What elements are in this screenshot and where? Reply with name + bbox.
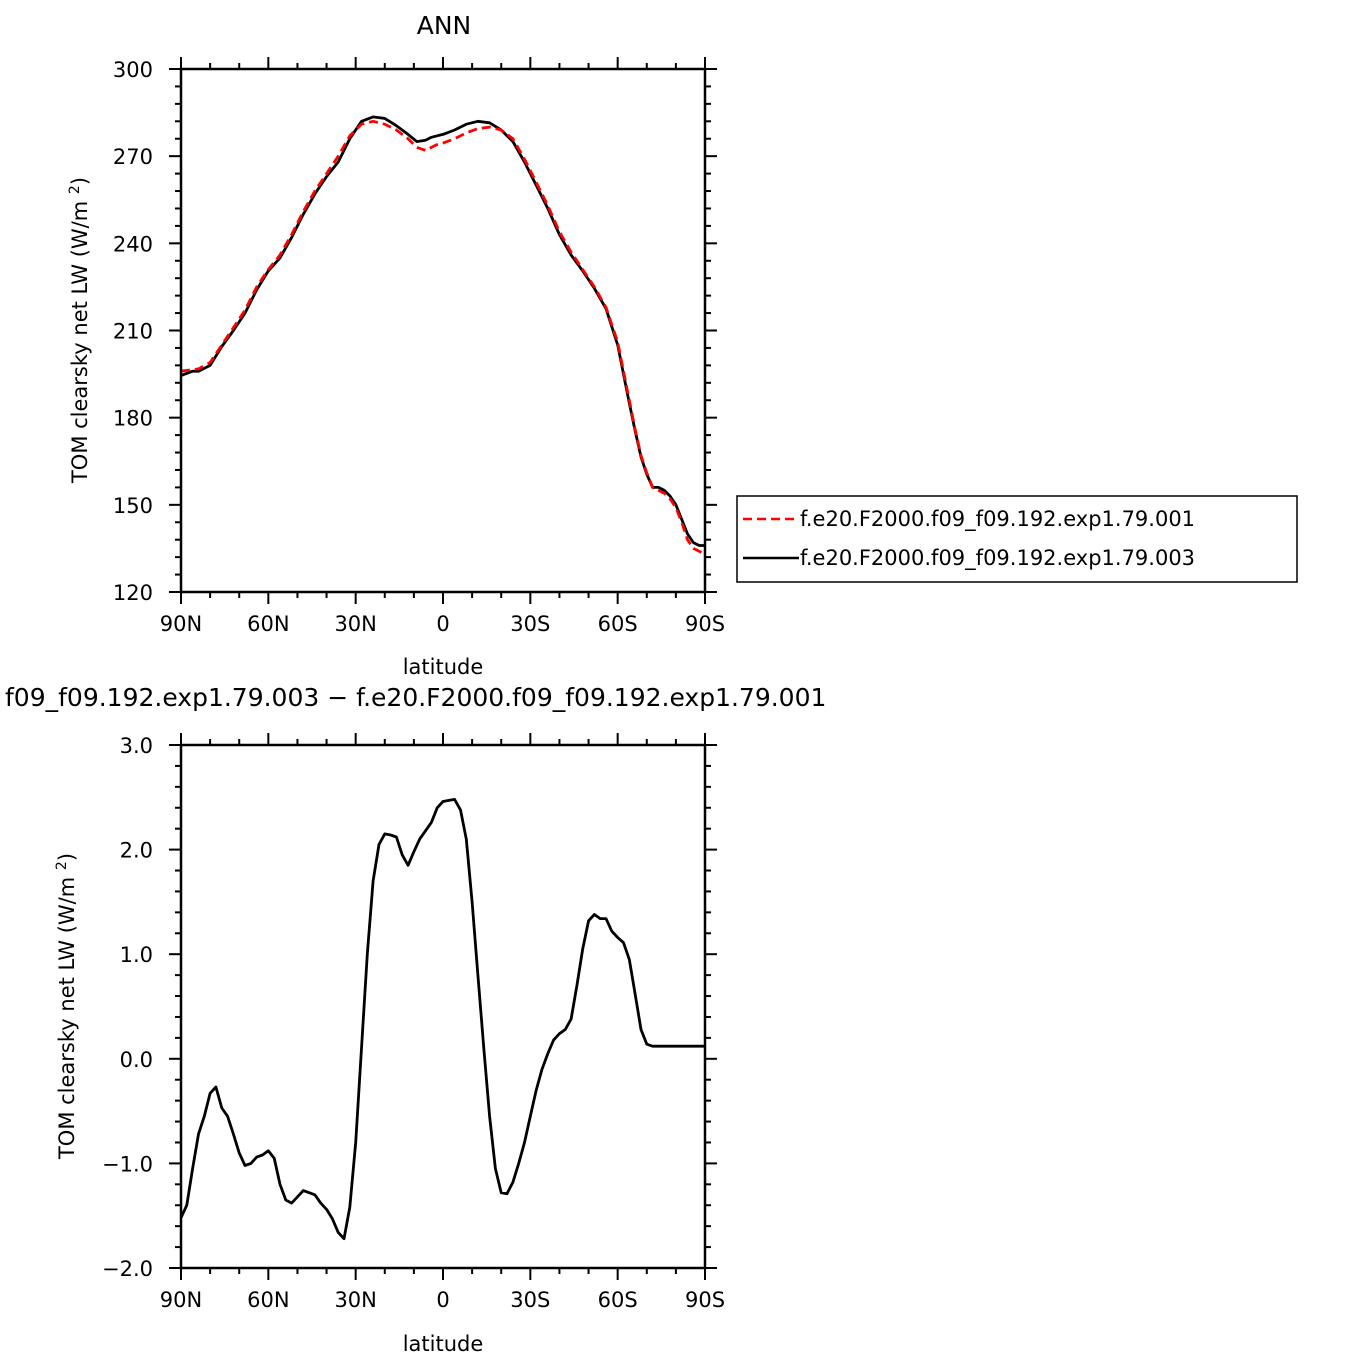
y-axis-title-tail: ): [55, 853, 79, 861]
top-x-tick-label: 30N: [334, 612, 376, 636]
bottom-x-tick-label: 30S: [510, 1288, 550, 1312]
top-chart-title: ANN: [417, 11, 472, 40]
superscript-2: 2: [67, 185, 83, 194]
top-y-tick-label: 120: [113, 581, 153, 605]
top-y-tick-label: 300: [113, 58, 153, 82]
top-y-axis-title: TOM clearsky net LW (W/m 2): [67, 177, 92, 484]
bottom-x-axis-title: latitude: [403, 1332, 484, 1356]
bottom-series-lines: [181, 798, 705, 1241]
bottom-y-tick-label: 2.0: [120, 839, 153, 863]
top-y-axis-title-text: TOM clearsky net LW (W/m: [68, 201, 92, 484]
superscript-2: 2: [54, 861, 70, 870]
top-y-tick-label: 210: [113, 320, 153, 344]
legend-label-003: f.e20.F2000.f09_f09.192.exp1.79.003: [800, 546, 1195, 571]
top-x-tick-label: 90N: [160, 612, 202, 636]
bottom-y-axis-title: TOM clearsky net LW (W/m 2): [54, 853, 79, 1160]
top-series-line-0: [181, 119, 705, 556]
bottom-x-tick-label: 0: [436, 1288, 449, 1312]
bottom-x-tick-label: 60N: [247, 1288, 289, 1312]
top-x-tick-label: 60N: [247, 612, 289, 636]
top-y-tick-label: 240: [113, 232, 153, 256]
y-axis-title-tail: ): [68, 177, 92, 185]
bottom-x-tick-label: 90S: [685, 1288, 725, 1312]
bottom-axes: 90N 60N 30N 0 30S 60S 90S −2.0 −1.0 0.0 1.0 2.0 3.0: [102, 733, 725, 1312]
top-plot-frame: [179, 67, 707, 594]
top-x-tick-label: 90S: [685, 612, 725, 636]
legend: f.e20.F2000.f09_f09.192.exp1.79.001 f.e2…: [736, 495, 1298, 583]
bottom-x-tick-label: 30N: [334, 1288, 376, 1312]
bottom-y-tick-label: −2.0: [102, 1257, 153, 1281]
legend-label-001: f.e20.F2000.f09_f09.192.exp1.79.001: [800, 507, 1195, 532]
bottom-chart-title: f09_f09.192.exp1.79.003 − f.e20.F2000.f0…: [5, 683, 826, 712]
top-x-axis-title: latitude: [403, 655, 484, 679]
top-series-lines: [181, 115, 705, 556]
top-x-tick-label: 60S: [598, 612, 638, 636]
legend-box: [736, 495, 1298, 583]
top-x-tick-label: 30S: [510, 612, 550, 636]
top-axes: 90N 60N 30N 0 30S 60S 90S 120 150 180 210 240 270 300: [113, 57, 725, 636]
bottom-x-tick-label: 90N: [160, 1288, 202, 1312]
top-series-line-1: [181, 115, 705, 547]
bottom-chart-panel: f09_f09.192.exp1.79.003 − f.e20.F2000.f0…: [5, 683, 826, 1356]
bottom-y-tick-label: 3.0: [120, 734, 153, 758]
top-y-tick-label: 180: [113, 407, 153, 431]
bottom-plot-frame: [179, 743, 707, 1270]
bottom-series-line-0: [181, 798, 705, 1241]
bottom-y-axis-title-text: TOM clearsky net LW (W/m: [55, 877, 79, 1160]
top-chart-panel: ANN 90N 60N 30N 0 30S 60S 90S 120 150 180 210 240 27…: [67, 11, 1298, 679]
bottom-y-tick-label: −1.0: [102, 1152, 153, 1176]
top-y-tick-label: 270: [113, 145, 153, 169]
bottom-y-tick-label: 1.0: [120, 943, 153, 967]
bottom-x-tick-label: 60S: [598, 1288, 638, 1312]
bottom-y-tick-label: 0.0: [120, 1048, 153, 1072]
top-y-tick-label: 150: [113, 494, 153, 518]
top-x-tick-label: 0: [436, 612, 449, 636]
